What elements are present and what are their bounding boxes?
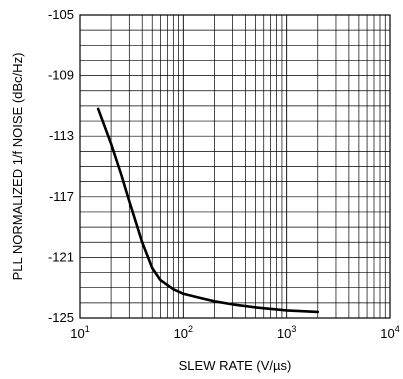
noise-curve-line xyxy=(96,107,320,314)
x-tick-label: 101 xyxy=(70,324,89,341)
grid-lines xyxy=(80,15,390,318)
x-axis-label: SLEW RATE (V/µs) xyxy=(179,358,292,373)
y-tick-label: -105 xyxy=(48,7,74,22)
x-tick-label: 104 xyxy=(380,324,399,341)
x-tick-labels: 101 102 103 104 xyxy=(70,324,399,341)
y-axis-label: PLL NORMALIZED 1/f NOISE (dBc/Hz) xyxy=(10,53,25,281)
y-tick-label: -109 xyxy=(48,68,74,83)
x-tick-label: 103 xyxy=(277,324,296,341)
y-tick-label: -117 xyxy=(49,189,74,204)
x-tick-label: 102 xyxy=(174,324,193,341)
y-tick-label: -121 xyxy=(48,249,74,264)
y-tick-label: -113 xyxy=(49,128,74,143)
y-tick-labels: -105 -109 -113 -117 -121 -125 xyxy=(48,7,74,325)
y-tick-label: -125 xyxy=(48,310,74,325)
series-group xyxy=(96,107,320,314)
plot-frame xyxy=(79,14,391,319)
